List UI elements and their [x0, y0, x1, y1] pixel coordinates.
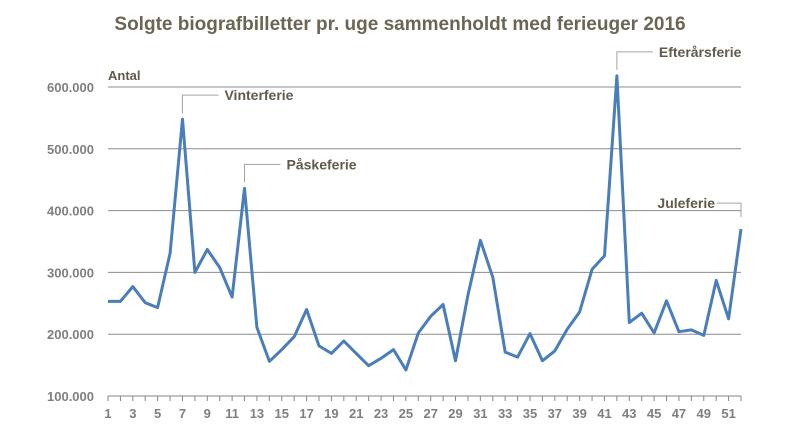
y-tick-label: 300.000 — [47, 265, 94, 280]
annotation-label: Vinterferie — [224, 87, 293, 103]
chart-title: Solgte biografbilletter pr. uge sammenho… — [114, 14, 685, 35]
annotation-leader — [244, 163, 281, 183]
x-tick-label: 17 — [299, 406, 313, 421]
x-tick-label: 13 — [250, 406, 264, 421]
x-tick-label: 33 — [498, 406, 512, 421]
x-tick-label: 35 — [523, 406, 537, 421]
x-tick-label: 21 — [349, 406, 363, 421]
y-tick-label: 200.000 — [47, 327, 94, 342]
gridlines — [108, 86, 741, 397]
y-axis-label: Antal — [108, 68, 141, 83]
y-tick-label: 100.000 — [47, 389, 94, 404]
x-tick-label: 45 — [647, 406, 661, 421]
series-line — [108, 74, 743, 372]
x-tick-label: 51 — [721, 406, 735, 421]
x-axis: 1 3 5 7 9 11 13 15 17 19 21 23 25 27 29 31 33 35 37 39 41 43 4… — [104, 396, 742, 421]
x-tick-label: 49 — [697, 406, 711, 421]
x-tick-label: 27 — [423, 406, 437, 421]
x-tick-label: 3 — [129, 406, 136, 421]
annotation-label: Efterårsferie — [659, 44, 742, 60]
y-tick-label: 400.000 — [47, 204, 94, 219]
x-tick-label: 9 — [204, 406, 211, 421]
x-tick-label: 11 — [225, 406, 239, 421]
x-tick-label: 19 — [324, 406, 338, 421]
x-tick-label: 1 — [104, 406, 111, 421]
annotation-leader — [181, 94, 219, 114]
x-tick-label: 23 — [374, 406, 388, 421]
annotation-label: Påskeferie — [287, 156, 357, 172]
x-tick-label: 7 — [179, 406, 186, 421]
annotation-leader — [717, 202, 742, 218]
annotations: Vinterferie Påskeferie Efterårsferie Julefe… — [181, 44, 742, 218]
annotation-label: Juleferie — [657, 195, 715, 211]
annotation-leader — [616, 51, 653, 70]
x-tick-label: 43 — [622, 406, 636, 421]
x-tick-label: 37 — [548, 406, 562, 421]
y-axis: 100.000 200.000 300.000 400.000 500.000 600.0… — [47, 80, 94, 404]
x-tick-label: 29 — [448, 406, 462, 421]
y-tick-label: 500.000 — [47, 142, 94, 157]
x-tick-label: 41 — [597, 406, 611, 421]
x-tick-label: 5 — [154, 406, 161, 421]
x-tick-label: 15 — [275, 406, 289, 421]
x-tick-label: 39 — [572, 406, 586, 421]
y-tick-label: 600.000 — [47, 80, 94, 95]
x-tick-label: 25 — [399, 406, 413, 421]
x-tick-label: 47 — [672, 406, 686, 421]
x-tick-label: 31 — [473, 406, 487, 421]
